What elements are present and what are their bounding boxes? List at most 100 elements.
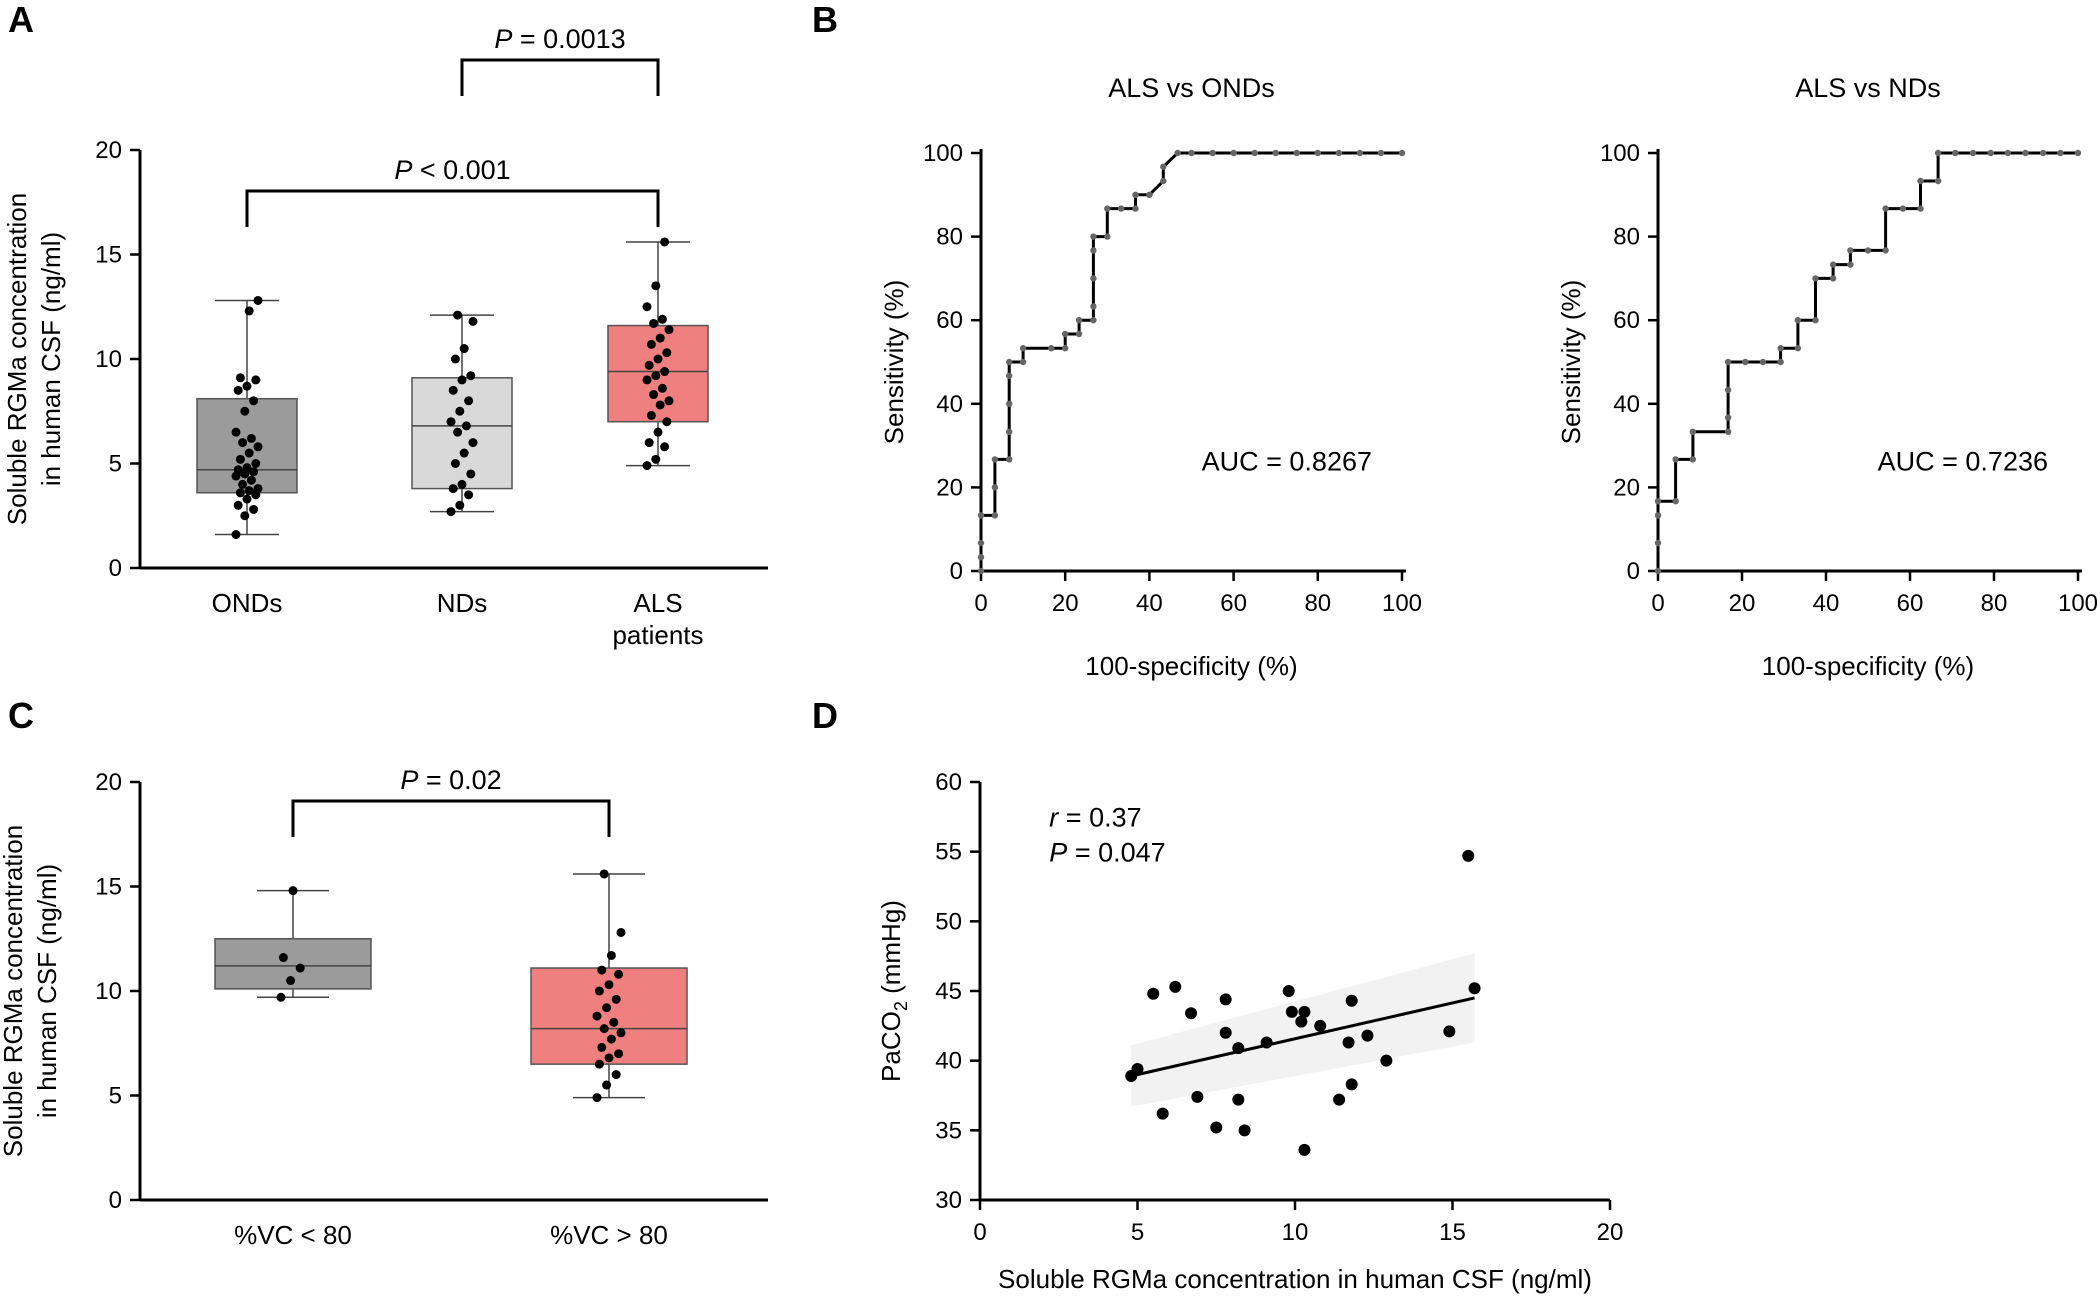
x-tick-label: 100 [2058,590,2098,617]
data-point [1147,987,1160,1000]
roc-point [1829,261,1837,268]
y-tick-label: 0 [950,558,963,585]
p-value: = 0.047 [1067,837,1165,867]
category-label: %VC > 80 [550,1220,668,1250]
data-point [609,1017,619,1027]
y-tick-label: 100 [923,140,963,167]
panel-b-roc-als-vs-nds: ALS vs NDs 0 20 40 60 80 100 0 20 40 60 80 100 100-sp… [1556,73,2098,681]
data-point [233,465,243,475]
data-point [1298,1143,1311,1156]
data-point [233,500,243,510]
data-point [604,980,614,990]
data-point [286,976,296,986]
y-tick-label: 20 [95,769,122,796]
roc-point [1209,149,1216,157]
roc-point [977,539,985,547]
y-axis-label: Soluble RGMa concentration [0,825,28,1157]
data-point [1380,1054,1393,1067]
p-value: < 0.001 [412,155,510,185]
y-axis-label: PaCO2 (mmHg) [876,900,911,1082]
roc-point [1293,149,1300,157]
data-point [242,463,252,473]
roc-point [1006,358,1013,366]
data-point [235,373,245,383]
data-point [253,442,263,452]
roc-point [1724,414,1732,421]
roc-point [1132,191,1139,198]
panel-b-roc-als-vs-onds: ALS vs ONDs 0 20 40 60 80 100 0 20 40 60 80 100 100-s… [879,73,1422,681]
roc-point [1794,345,1802,352]
data-point [238,479,248,489]
roc-point [1006,456,1013,463]
x-tick-label: 10 [1282,1219,1309,1246]
data-point [646,339,656,349]
significance-bracket [245,189,660,227]
data-point [597,965,607,975]
x-tick-label: 100 [1382,590,1422,617]
roc-point [1689,456,1697,463]
x-axis-label: Soluble RGMa concentration in human CSF … [998,1264,1592,1294]
data-point [1219,1026,1232,1039]
roc-point [1090,317,1097,324]
data-point [1185,1007,1198,1020]
roc-point [1075,317,1083,324]
roc-point [1146,191,1153,198]
data-point [242,381,252,391]
roc-point [1377,149,1385,157]
panel-label-d: D [812,695,838,736]
roc-point [1230,149,1237,157]
roc-point [2022,149,2029,157]
box [411,377,513,490]
data-point [651,454,661,464]
data-point [450,354,460,364]
roc-point [1812,275,1819,282]
p-value: = 0.02 [418,765,501,795]
y-tick-label: 5 [109,1083,122,1110]
data-point [604,1053,614,1063]
category-label: NDs [437,588,488,618]
x-tick-label: 15 [1439,1219,1466,1246]
roc-point [1934,177,1942,185]
roc-point [1654,567,1662,575]
data-point [599,869,609,879]
y-tick-label: 60 [936,307,963,334]
roc-point [991,484,999,491]
roc-point [1314,149,1322,157]
panel-label-c: C [8,695,34,736]
roc-point [2074,149,2082,157]
data-point [1156,1107,1169,1120]
r-value-label: r = 0.37 [1049,803,1141,833]
roc-point [1917,177,1924,185]
data-point [278,953,288,963]
panel-a-boxplot: 0 5 10 15 20 Soluble RGMa concentration in hum… [2,24,768,650]
data-point [235,488,245,498]
data-point [231,530,241,540]
data-point [594,1059,604,1069]
data-point [660,237,670,247]
roc-point [1062,330,1069,338]
x-axis-label: 100-specificity (%) [1762,651,1974,681]
x-tick-label: 0 [973,1219,986,1246]
panel-c-boxplot: 0 5 10 15 20 Soluble RGMa concentration in hum… [0,765,768,1250]
y-tick-label: 20 [936,474,963,501]
y-tick-label: 40 [935,1048,962,1075]
data-point [253,484,263,494]
data-point [662,417,672,427]
x-tick-label: 20 [1597,1219,1624,1246]
category-label: ONDs [212,588,283,618]
data-point [1191,1090,1204,1103]
data-point [642,375,652,385]
x-tick-label: 0 [974,590,987,617]
roc-point [991,512,999,519]
data-point [448,484,458,494]
data-point [453,310,463,320]
roc-curve [979,151,1402,571]
roc-point [1090,233,1097,240]
data-point [1333,1093,1346,1106]
data-point [597,1042,607,1052]
roc-point [2004,149,2012,157]
x-tick-label: 80 [1981,590,2008,617]
roc-point [1104,233,1111,240]
data-point [235,454,245,464]
data-point [602,1003,612,1013]
